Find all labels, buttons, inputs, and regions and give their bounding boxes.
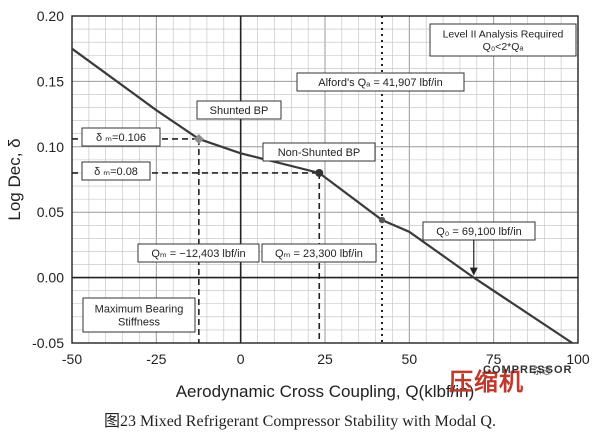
plot-border [71,15,579,344]
y-tick-label: 0.15 [37,73,64,89]
y-tick-label: -0.05 [32,335,64,351]
watermark-sub: COMPRESSOR [483,364,573,376]
note-level-ii-box [429,23,577,57]
watermark-main: 压缩机 [449,368,524,396]
q0-arrow-head [469,267,478,276]
note-q0: Q₀ = 69,100 lbf/in [422,221,536,241]
note-qm2-text: Qₘ = 23,300 lbf/in [275,248,363,260]
note-alford-box [296,72,465,92]
note-q0-box [422,221,536,241]
note-dm2: δ ₘ=0.08 [81,161,151,181]
data-point-alford [378,216,386,224]
note-level-ii-text: Q₀<2*Qₐ [483,41,524,53]
note-dm1: δ ₘ=0.106 [81,127,161,147]
x-tick-label: -50 [62,351,82,367]
x-tick-label: 25 [317,351,333,367]
figure-caption: 图23 Mixed Refrigerant Compressor Stabili… [104,413,496,430]
note-shunted-box [196,100,282,120]
y-tick-label: 0.20 [37,8,64,24]
chart: -50 -25 0 25 50 75 100 -0.05 0.00 0.05 0.10 0.15 0.2… [5,8,590,401]
note-non-shunted-box [262,142,376,162]
data-point-shunted [193,133,204,144]
note-max-bearing-text: Stiffness [118,316,160,328]
note-alford: Alford's Qₐ = 41,907 lbf/in [296,72,465,92]
x-tick-label: 50 [402,351,418,367]
note-qm2-box [261,243,377,263]
y-tick-label: 0.05 [37,204,64,220]
watermark-side: 杂志 [533,366,552,376]
note-non-shunted-text: Non-Shunted BP [278,147,361,159]
note-dm2-text: δ ₘ=0.08 [94,166,138,178]
note-level-ii-text: Level II Analysis Required [443,29,564,41]
note-shunted-text: Shunted BP [210,105,269,117]
note-qm1-text: Qₘ = −12,403 lbf/in [151,248,245,260]
note-dm2-box [81,161,151,181]
note-dm1-text: δ ₘ=0.106 [96,132,146,144]
y-axis-label: Log Dec, δ [5,138,24,220]
markers-layer [193,133,386,224]
tick-labels: -50 -25 0 25 50 75 100 -0.05 0.00 0.05 0.10 0.15 0.2… [32,8,590,367]
note-non-shunted: Non-Shunted BP [262,142,376,162]
note-qm2: Qₘ = 23,300 lbf/in [261,243,377,263]
note-shunted: Shunted BP [196,100,282,120]
note-qm1: Qₘ = −12,403 lbf/in [137,243,260,263]
x-tick-label: -25 [146,351,166,367]
axis-labels: Aerodynamic Cross Coupling, Q(klbf/in) Lo… [5,138,474,401]
note-qm1-box [137,243,260,263]
y-tick-label: 0.00 [37,270,64,286]
note-alford-text: Alford's Qₐ = 41,907 lbf/in [318,77,443,89]
watermark-logo: 压缩机 COMPRESSOR 杂志 [449,362,597,398]
plot-area [71,15,579,344]
grid [71,15,579,344]
x-tick-label: 75 [486,351,502,367]
x-tick-label: 100 [566,351,590,367]
note-q0-text: Q₀ = 69,100 lbf/in [436,226,522,238]
y-tick-label: 0.10 [37,139,64,155]
note-max-bearing-box [82,297,196,333]
note-max-bearing-text: Maximum Bearing [95,303,184,315]
x-tick-label: 0 [237,351,245,367]
x-axis-label: Aerodynamic Cross Coupling, Q(klbf/in) [176,382,475,401]
data-point-non-shunted [315,168,324,177]
note-dm1-box [81,127,161,147]
